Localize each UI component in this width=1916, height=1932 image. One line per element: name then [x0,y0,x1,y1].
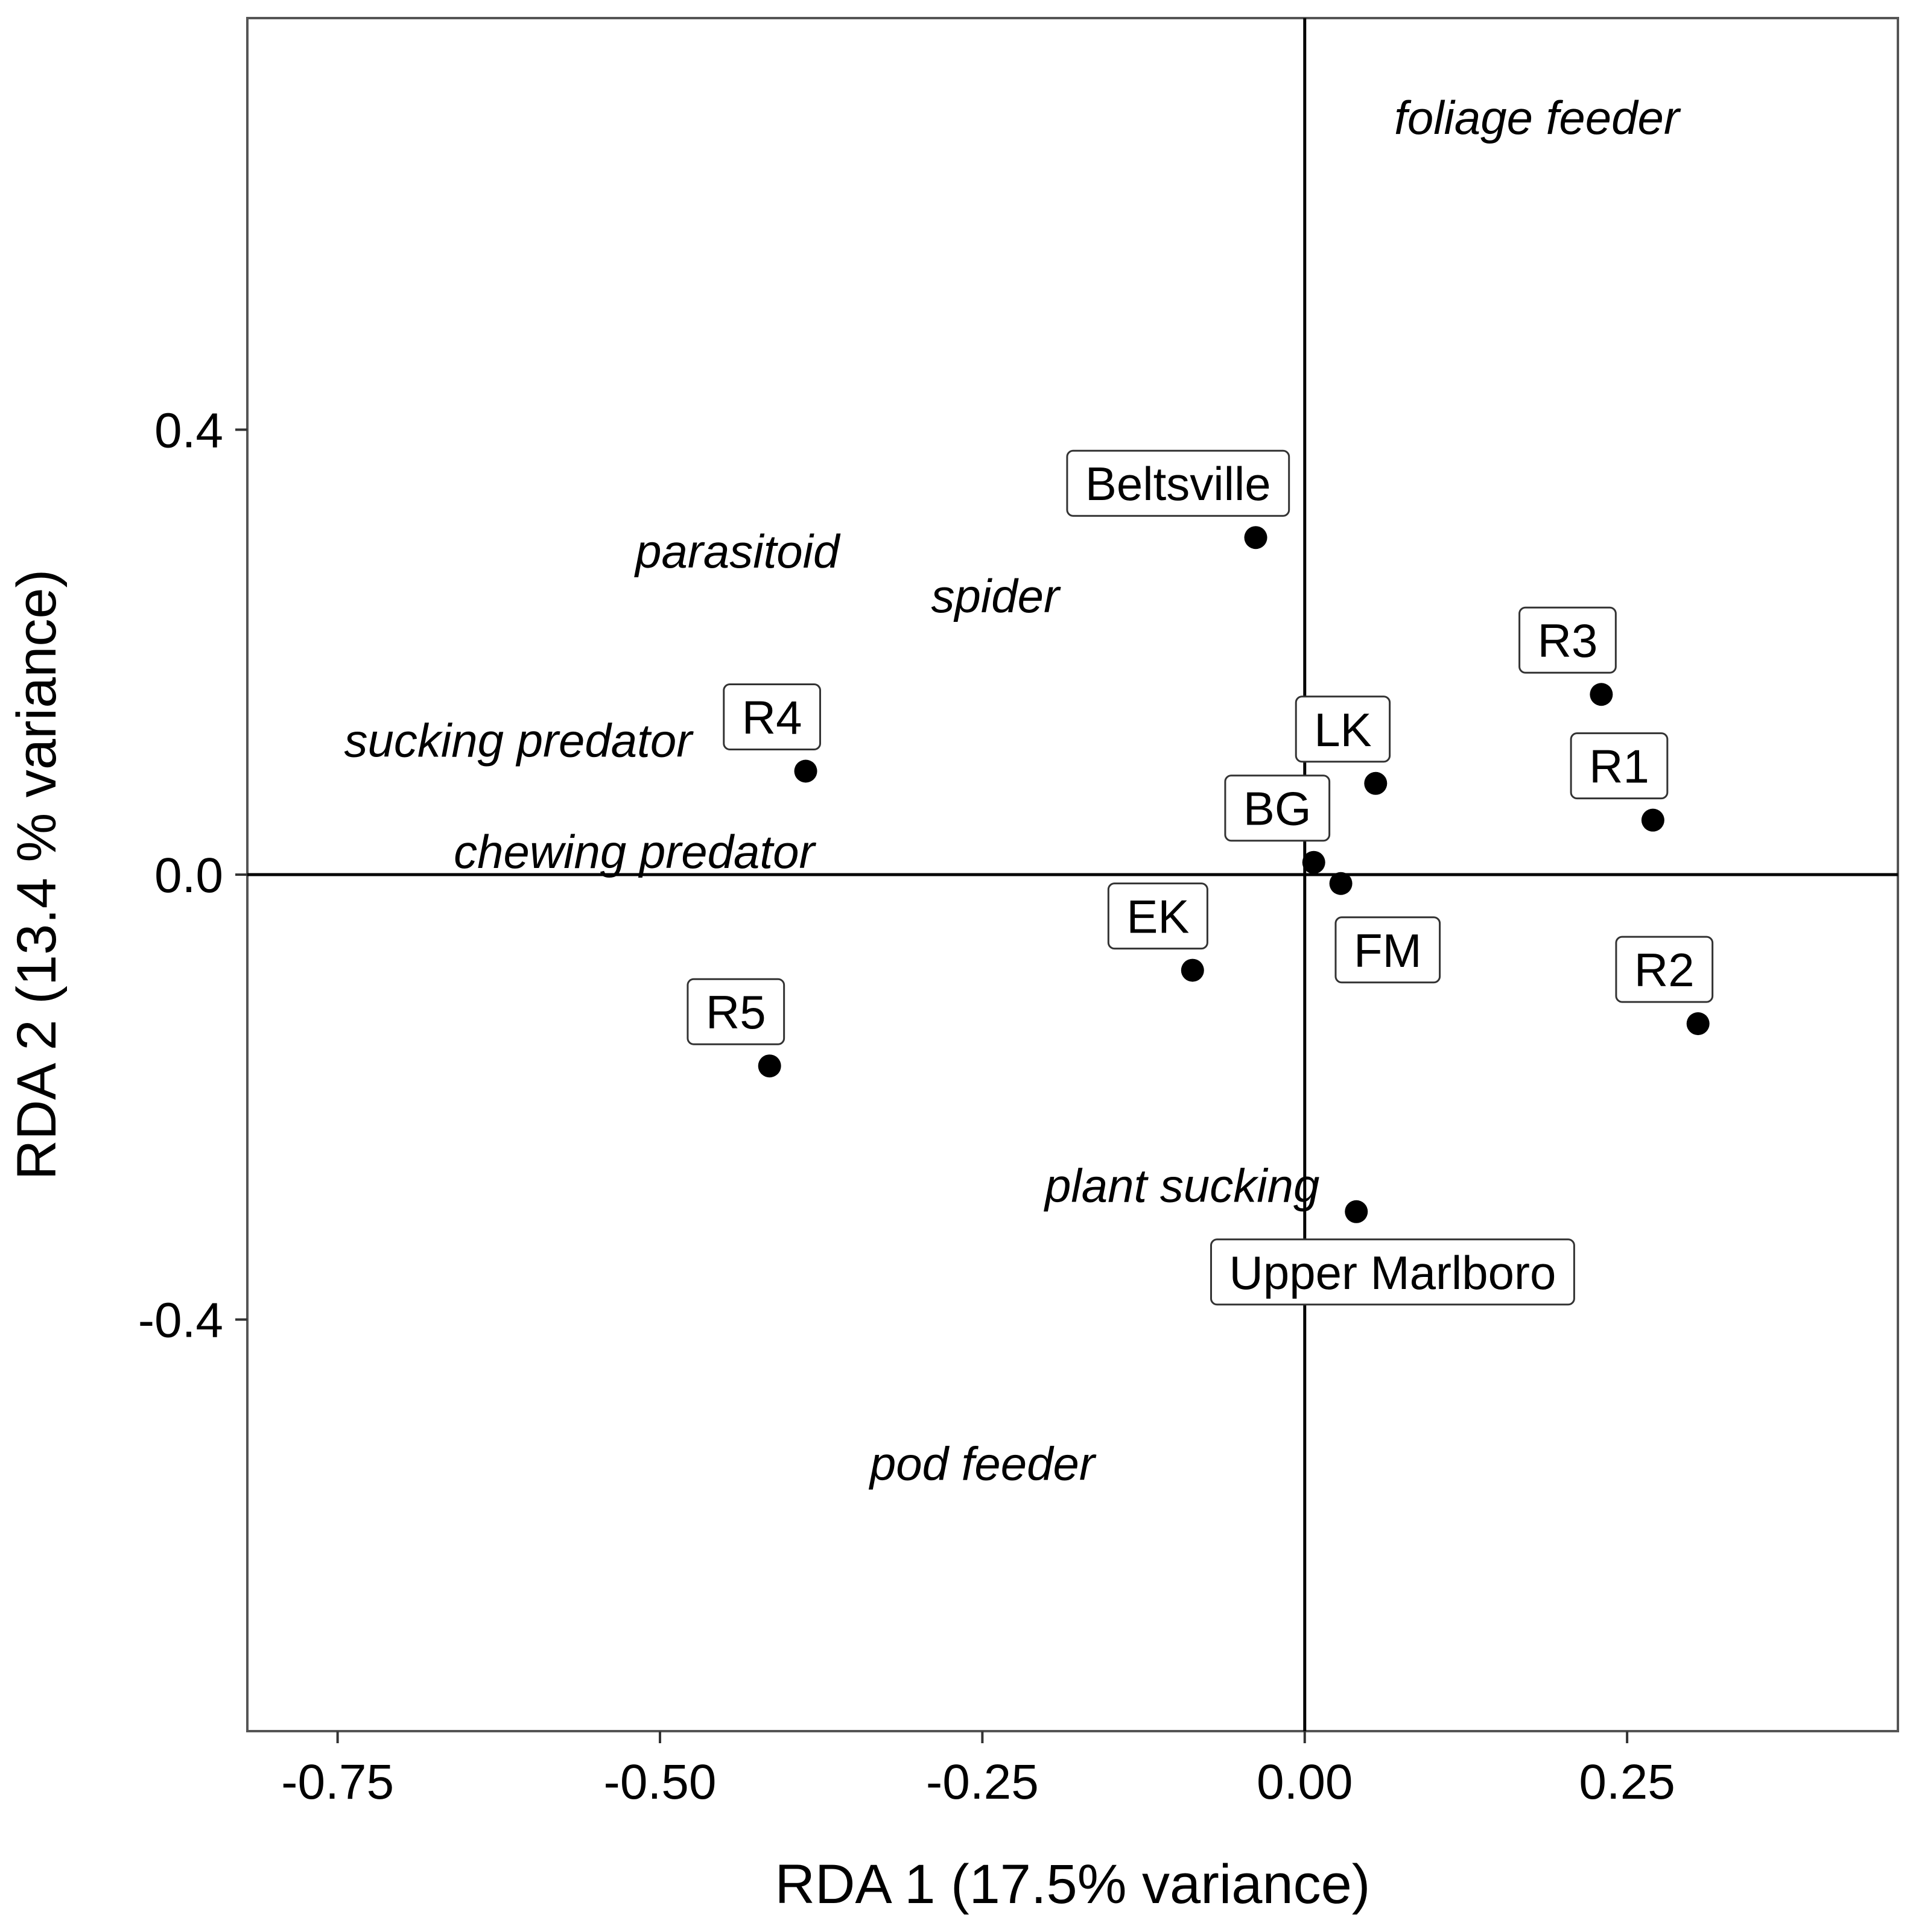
x-tick-label: -0.25 [926,1755,1039,1810]
site-label: Beltsville [1085,457,1271,510]
site-point [1181,958,1204,982]
species-label: chewing predator [454,825,816,878]
site-label: R1 [1589,740,1649,793]
species-label: plant sucking [1044,1159,1319,1212]
site-label-background [1224,774,1331,842]
x-axis-title: RDA 1 (17.5% variance) [775,1854,1371,1915]
site-point [758,1054,781,1078]
site-label-background [687,978,785,1045]
site-point [1686,1012,1710,1036]
y-tick-label: -0.4 [138,1293,223,1348]
species-label: sucking predator [344,714,694,767]
site-point [1244,526,1267,550]
species-label: foliage feeder [1394,91,1681,144]
site-label-background [723,683,821,750]
site-label: R4 [742,691,802,744]
site-label-background [1107,882,1208,950]
site-label-box: EK [1107,882,1208,950]
site-label-background [1066,449,1290,517]
site-label-background [1518,606,1617,674]
species-label: parasitoid [634,525,841,578]
site-label: EK [1126,890,1189,943]
site-point [794,759,817,783]
site-point [1329,872,1353,895]
site-label: BG [1243,782,1312,835]
site-label-background [1295,695,1391,763]
site-label-background [1570,732,1669,800]
site-label: LK [1314,703,1371,756]
x-tick-label: 0.00 [1257,1755,1353,1810]
site-point [1590,683,1613,706]
site-label: R3 [1538,614,1598,667]
site-label-box: R5 [687,978,785,1045]
x-tick-label: -0.75 [281,1755,394,1810]
site-label-box: R3 [1518,606,1617,674]
y-axis-title: RDA 2 (13.4 % variance) [6,569,68,1180]
site-point [1641,808,1664,832]
site-label-box: Beltsville [1066,449,1290,517]
site-label-box: R2 [1615,936,1714,1003]
site-label-box: R1 [1570,732,1669,800]
site-label-box: FM [1334,916,1441,984]
site-label: Upper Marlboro [1229,1246,1556,1299]
site-label-box: BG [1224,774,1331,842]
site-label-background [1334,916,1441,984]
x-tick-label: 0.25 [1579,1755,1675,1810]
site-label-box: LK [1295,695,1391,763]
site-label-box: R4 [723,683,821,750]
species-label: spider [931,569,1061,622]
site-label: FM [1354,924,1422,977]
species-label: pod feeder [869,1437,1097,1490]
site-point [1302,850,1325,874]
site-label: R2 [1634,943,1695,996]
site-label-background [1210,1238,1575,1306]
site-point [1364,771,1388,795]
site-label-box: Upper Marlboro [1210,1238,1575,1306]
site-point [1345,1200,1368,1223]
site-label: R5 [706,986,766,1039]
x-tick-label: -0.50 [604,1755,717,1810]
y-tick-label: 0.4 [154,403,223,458]
site-label-background [1615,936,1714,1003]
y-tick-label: 0.0 [154,848,223,903]
